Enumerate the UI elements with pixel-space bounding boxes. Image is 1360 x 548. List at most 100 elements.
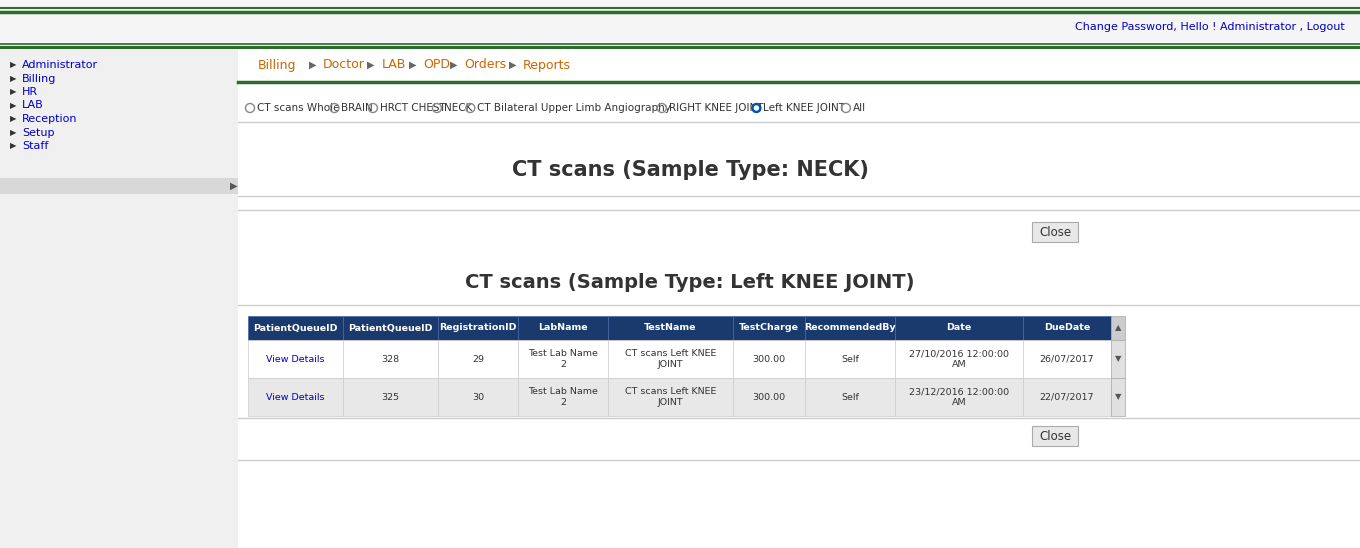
Bar (1111, 316, 1125, 340)
Bar (248, 378, 343, 416)
Bar (733, 340, 805, 378)
Text: LabName: LabName (539, 323, 588, 333)
Text: OPD: OPD (423, 59, 450, 71)
Text: TestName: TestName (645, 323, 696, 333)
Bar (1023, 378, 1111, 416)
Text: Billing: Billing (258, 59, 296, 71)
Text: TestCharge: TestCharge (738, 323, 800, 333)
Bar (1023, 316, 1111, 340)
Text: 22/07/2017: 22/07/2017 (1040, 392, 1095, 402)
Text: ▶: ▶ (10, 88, 16, 96)
Text: ▶: ▶ (409, 60, 416, 70)
Bar (1032, 426, 1078, 446)
Text: 328: 328 (381, 355, 400, 363)
Text: Date: Date (947, 323, 971, 333)
Text: ▶: ▶ (509, 60, 517, 70)
Bar (238, 47, 1360, 82)
Text: ▶: ▶ (309, 60, 316, 70)
Text: ▲: ▲ (1115, 323, 1121, 333)
Bar (733, 378, 805, 416)
Bar (438, 340, 518, 378)
Bar (343, 378, 438, 416)
Text: Staff: Staff (22, 141, 49, 151)
Text: PatientQueueID: PatientQueueID (253, 323, 337, 333)
Text: ▶: ▶ (450, 60, 458, 70)
Bar (805, 378, 895, 416)
Text: ▶: ▶ (10, 141, 16, 151)
Text: 325: 325 (381, 392, 400, 402)
Text: CT scans Whole: CT scans Whole (257, 103, 340, 113)
Text: View Details: View Details (267, 355, 325, 363)
Text: 26/07/2017: 26/07/2017 (1040, 355, 1095, 363)
Text: Billing: Billing (22, 73, 56, 83)
Text: ▼: ▼ (1115, 355, 1121, 363)
Text: CT Bilateral Upper Limb Angiography: CT Bilateral Upper Limb Angiography (477, 103, 672, 113)
Bar (0, 0, 1360, 45)
Text: Left KNEE JOINT: Left KNEE JOINT (763, 103, 846, 113)
Text: PatientQueueID: PatientQueueID (348, 323, 432, 333)
Text: RegistrationID: RegistrationID (439, 323, 517, 333)
Text: 300.00: 300.00 (752, 392, 786, 402)
Bar (805, 316, 895, 340)
Text: View Details: View Details (267, 392, 325, 402)
Bar (238, 47, 1360, 548)
Bar (518, 316, 608, 340)
Text: DueDate: DueDate (1044, 323, 1091, 333)
Bar (1032, 222, 1078, 242)
Text: Reception: Reception (22, 114, 78, 124)
Text: 30: 30 (472, 392, 484, 402)
Bar (608, 316, 733, 340)
Text: CT scans Left KNEE
JOINT: CT scans Left KNEE JOINT (624, 349, 717, 369)
Text: HR: HR (22, 87, 38, 97)
Text: Close: Close (1039, 430, 1072, 442)
Bar (1111, 378, 1125, 416)
Bar (518, 340, 608, 378)
Bar (343, 316, 438, 340)
Text: 29: 29 (472, 355, 484, 363)
Text: ▶: ▶ (230, 181, 238, 191)
Text: RecommendedBy: RecommendedBy (804, 323, 896, 333)
Text: ▶: ▶ (10, 115, 16, 123)
Text: Administrator: Administrator (22, 60, 98, 70)
Bar (343, 340, 438, 378)
Text: Close: Close (1039, 225, 1072, 238)
Text: Self: Self (840, 355, 860, 363)
Bar (438, 378, 518, 416)
Text: 27/10/2016 12:00:00
AM: 27/10/2016 12:00:00 AM (908, 349, 1009, 369)
Bar (0, 47, 238, 548)
Circle shape (755, 106, 759, 110)
Text: CT scans (Sample Type: Left KNEE JOINT): CT scans (Sample Type: Left KNEE JOINT) (465, 273, 915, 293)
Text: ▶: ▶ (10, 101, 16, 110)
Text: 300.00: 300.00 (752, 355, 786, 363)
Bar (608, 378, 733, 416)
Text: Reports: Reports (524, 59, 571, 71)
Text: Test Lab Name
2: Test Lab Name 2 (528, 349, 598, 369)
Text: HRCT CHEST: HRCT CHEST (379, 103, 446, 113)
Bar (895, 316, 1023, 340)
Text: Change Password, Hello ! Administrator , Logout: Change Password, Hello ! Administrator ,… (1076, 22, 1345, 32)
Text: ▼: ▼ (1115, 392, 1121, 402)
Bar (805, 340, 895, 378)
Text: Test Lab Name
2: Test Lab Name 2 (528, 387, 598, 407)
Text: All: All (853, 103, 866, 113)
Bar (895, 340, 1023, 378)
Text: ▶: ▶ (10, 74, 16, 83)
Text: ▶: ▶ (10, 128, 16, 137)
Text: Self: Self (840, 392, 860, 402)
Text: NECK: NECK (443, 103, 472, 113)
Bar (438, 316, 518, 340)
Bar (1111, 340, 1125, 378)
Text: Orders: Orders (464, 59, 506, 71)
Text: CT scans (Sample Type: NECK): CT scans (Sample Type: NECK) (511, 160, 869, 180)
Text: BRAIN: BRAIN (341, 103, 373, 113)
Bar (733, 316, 805, 340)
Bar (518, 378, 608, 416)
Bar (1023, 340, 1111, 378)
Text: LAB: LAB (22, 100, 44, 111)
Text: CT scans Left KNEE
JOINT: CT scans Left KNEE JOINT (624, 387, 717, 407)
Text: ▶: ▶ (367, 60, 375, 70)
Text: RIGHT KNEE JOINT: RIGHT KNEE JOINT (669, 103, 763, 113)
Bar (0, 178, 238, 194)
Circle shape (752, 104, 760, 112)
Text: 23/12/2016 12:00:00
AM: 23/12/2016 12:00:00 AM (908, 387, 1009, 407)
